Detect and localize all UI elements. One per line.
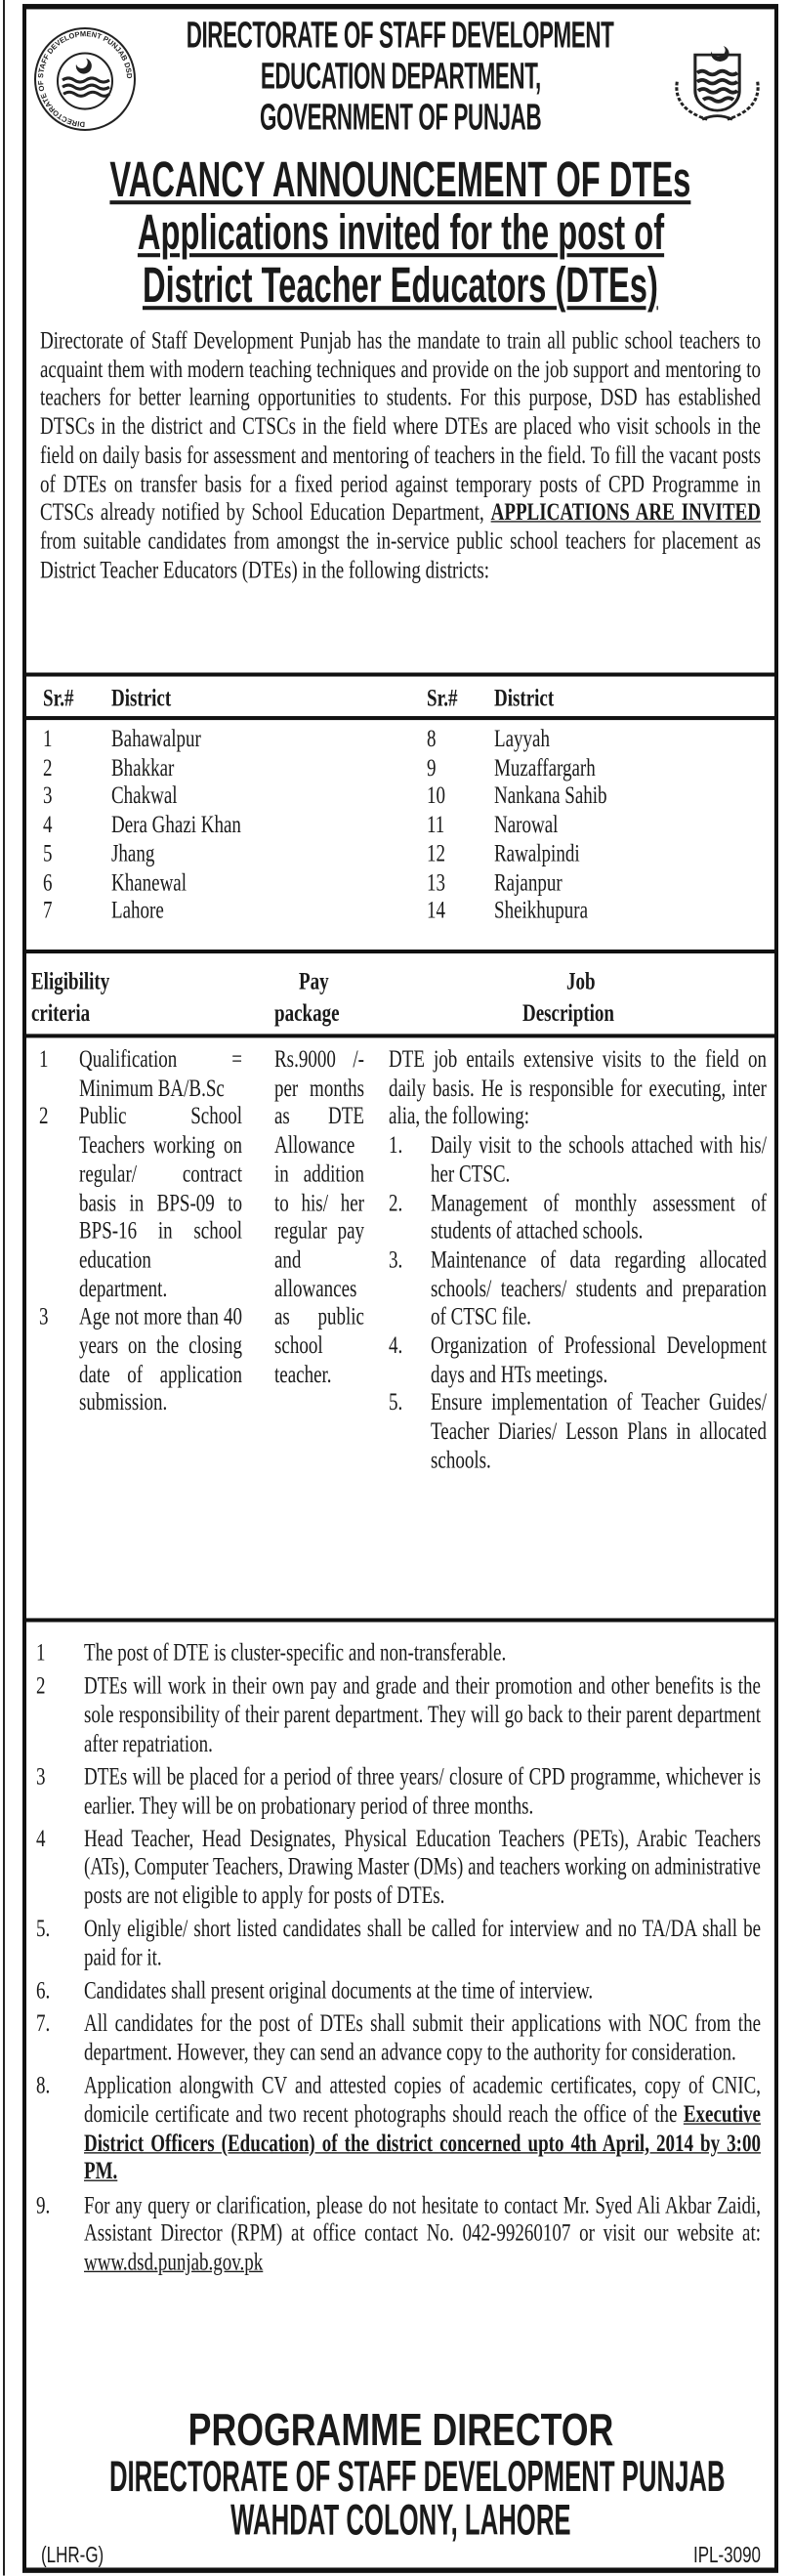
col-header-district: District [111,684,172,712]
criteria-item: 1 Qualification = Minimum BA/B.Sc [39,1045,242,1103]
footer-title: PROGRAMME DIRECTOR [188,2405,613,2456]
district-name: Dera Ghazi Khan [111,811,241,839]
post-title: District Teacher Educators (DTEs) [143,258,658,315]
job-item: 5. Ensure implementation of Teacher Guide… [389,1389,767,1475]
note-item: 6. Candidates shall present original docu… [36,1976,594,2006]
applications-invited-emphasis: APPLICATIONS ARE INVITED [490,498,761,527]
website-link[interactable]: www.dsd.punjab.gov.pk [84,2248,264,2277]
dsd-seal-icon: DIRECTORATE OF STAFF DEVELOPMENT PUNJAB … [34,27,136,131]
job-item: 2. Management of monthly assessment of st… [389,1189,767,1246]
district-name: Sheikhupura [494,897,589,925]
note-item: 5. Only eligible/ short listed candidates… [36,1915,761,1972]
job-item: 4. Organization of Professional Developme… [389,1331,767,1389]
district-sr: 5 [43,839,53,868]
criteria-item: 3 Age not more than 40 years on the closi… [39,1303,242,1417]
criteria-item: 2 Public School Teachers working on regul… [39,1103,242,1303]
divider [22,1034,778,1038]
job-intro: DTE job entails extensive visits to the … [389,1045,767,1131]
code-left: (LHR-G) [41,2542,104,2568]
col-header-district: District [494,684,555,712]
district-name: Bahawalpur [111,725,201,753]
vacancy-title: VACANCY ANNOUNCEMENT OF DTEs [109,152,691,209]
job-item: 3. Maintenance of data regarding allocate… [389,1246,767,1331]
col-header-sr: Sr.# [43,684,74,712]
punjab-emblem-icon [675,45,760,121]
district-sr: 6 [43,867,53,897]
district-name: Chakwal [111,782,178,811]
district-sr: 14 [427,897,445,925]
district-sr: 9 [427,753,437,782]
note-item: 3 DTEs will be placed for a period of thr… [36,1762,761,1820]
district-name: Layyah [494,725,550,753]
note-item: 7. All candidates for the post of DTEs sh… [36,2009,761,2067]
district-name: Rajanpur [494,867,563,897]
note-item: 2 DTEs will work in their own pay and gra… [36,1672,761,1758]
job-header: Job [566,967,596,996]
header-line-2: EDUCATION DEPARTMENT, [260,55,541,97]
divider [22,672,778,677]
district-sr: 11 [427,811,445,839]
eligibility-header: Eligibility [31,967,110,996]
district-name: Khanewal [111,867,188,897]
job-item: 1. Daily visit to the schools attached wi… [389,1131,767,1189]
job-description: DTE job entails extensive visits to the … [389,1046,767,1475]
district-name: Nankana Sahib [494,782,607,811]
note-item: 1 The post of DTE is cluster-specific and… [36,1639,507,1668]
district-sr: 7 [43,897,53,925]
district-name: Bhakkar [111,753,175,782]
header-line-1: DIRECTORATE OF STAFF DEVELOPMENT [187,14,614,56]
district-sr: 13 [427,867,445,897]
intro-paragraph: Directorate of Staff Development Punjab … [40,326,761,584]
district-name: Muzaffargarh [494,753,596,782]
footer-organization: DIRECTORATE OF STAFF DEVELOPMENT PUNJAB [108,2451,726,2501]
job-header: Description [522,999,614,1028]
note-item: 4 Head Teacher, Head Designates, Physical… [36,1825,761,1910]
note-item: 8. Application alongwith CV and attested … [36,2072,761,2186]
district-sr: 12 [427,839,445,868]
col-header-sr: Sr.# [427,684,458,712]
district-sr: 10 [427,782,445,811]
district-name: Narowal [494,811,559,839]
district-name: Lahore [111,897,164,925]
header-line-3: GOVERNMENT OF PUNJAB [259,96,542,138]
note-item: 9. For any query or clarification, please… [36,2191,761,2277]
district-sr: 2 [43,753,53,782]
district-sr: 8 [427,725,437,753]
footer-address: WAHDAT COLONY, LAHORE [229,2495,571,2545]
district-name: Jhang [111,839,155,868]
page-edge-line [3,0,5,2576]
district-sr: 3 [43,782,53,811]
divider [22,1618,778,1623]
deadline-emphasis: Executive District Officers (Education) … [84,2100,761,2186]
applications-title: Applications invited for the post of [137,205,664,262]
code-right: IPL-3090 [693,2542,761,2568]
eligibility-header: criteria [31,999,91,1028]
district-name: Rawalpindi [494,839,580,868]
pay-header: package [274,999,340,1028]
district-sr: 1 [43,725,53,753]
criteria-list: 1 Qualification = Minimum BA/B.Sc 2 Public… [39,1046,242,1418]
divider [22,950,778,954]
notes-list: 1 The post of DTE is cluster-specific and… [36,1639,761,2282]
district-sr: 4 [43,811,53,839]
pay-package: Rs.9000 /- per months as DTE Allowance i… [274,1045,364,1389]
divider [22,716,778,721]
pay-header: Pay [299,967,329,996]
ad-border [22,4,778,2573]
